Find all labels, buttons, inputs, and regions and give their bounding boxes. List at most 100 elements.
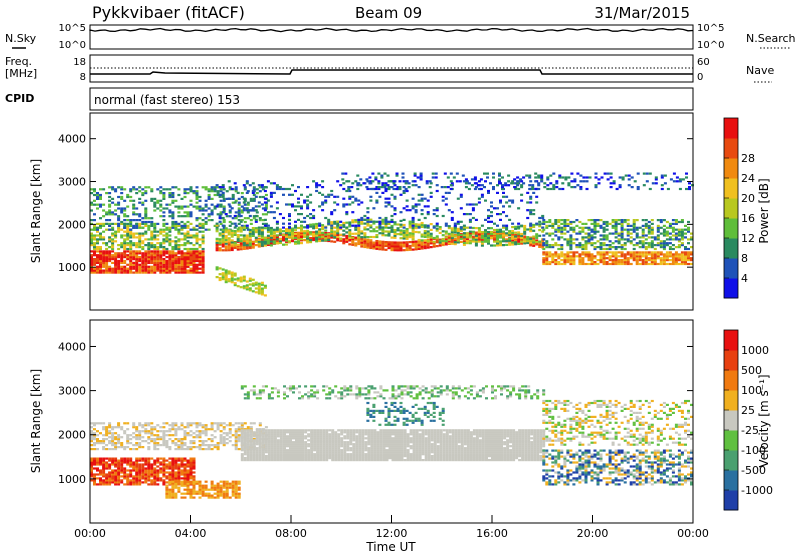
- power-cell: [171, 222, 175, 225]
- power-cell: [462, 228, 466, 231]
- power-cell: [269, 193, 273, 196]
- power-cell: [629, 228, 633, 231]
- power-cell: [653, 251, 657, 254]
- power-cell: [620, 238, 624, 241]
- power-cell: [129, 247, 133, 251]
- power-cell: [120, 252, 124, 255]
- power-cell: [242, 245, 246, 248]
- power-cell: [417, 245, 421, 249]
- power-cell: [215, 245, 219, 248]
- power-cell: [186, 265, 190, 268]
- velocity-cell: [135, 471, 139, 474]
- power-cell: [647, 232, 651, 235]
- power-cell: [614, 226, 618, 229]
- noise-sky-line: [89, 27, 694, 33]
- power-cell: [548, 224, 552, 227]
- power-cell: [384, 220, 388, 223]
- power-cell: [537, 182, 541, 185]
- power-cell: [153, 256, 157, 259]
- power-cell: [218, 234, 222, 237]
- velocity-cell: [114, 438, 118, 441]
- power-cell: [216, 190, 220, 193]
- power-cell: [159, 254, 163, 257]
- velocity-cell: [192, 480, 196, 483]
- power-cell: [659, 240, 663, 243]
- power-cell: [629, 236, 633, 239]
- power-cell: [611, 253, 615, 256]
- power-cell: [174, 256, 178, 259]
- power-cell: [360, 241, 364, 244]
- power-cell: [384, 234, 388, 237]
- power-cell: [605, 228, 609, 231]
- velocity-cell: [99, 483, 102, 486]
- velocity-cell: [126, 428, 130, 431]
- power-cell: [90, 240, 93, 243]
- power-cell: [165, 252, 169, 255]
- power-cell: [659, 232, 663, 235]
- power-cell: [563, 226, 567, 229]
- power-cell: [393, 241, 397, 244]
- power-cell: [505, 195, 509, 198]
- power-cell: [120, 269, 124, 272]
- velocity-cell: [117, 422, 121, 425]
- power-cell: [641, 253, 645, 256]
- velocity-cell: [177, 473, 181, 476]
- power-cell: [147, 261, 151, 264]
- power-cell: [156, 259, 160, 263]
- power-cell: [237, 215, 241, 218]
- power-cell: [233, 182, 237, 185]
- power-cell: [215, 241, 219, 244]
- power-cell: [171, 252, 175, 255]
- power-cell: [260, 226, 264, 229]
- power-cell: [529, 197, 533, 200]
- power-cell: [671, 228, 675, 231]
- velocity-cell: [246, 453, 250, 456]
- power-cell: [230, 229, 234, 232]
- velocity-cell: [183, 457, 187, 460]
- power-cell: [656, 244, 660, 247]
- power-cell: [532, 241, 536, 244]
- velocity-cell: [171, 422, 175, 425]
- velocity-cell: [174, 486, 178, 489]
- power-cell: [138, 252, 142, 255]
- velocity-cell: [237, 440, 241, 443]
- power-cell: [511, 231, 515, 234]
- velocity-cell: [162, 469, 166, 472]
- power-cell: [242, 209, 246, 212]
- power-cell: [532, 191, 536, 194]
- nave-tick-bottom: 0: [697, 72, 703, 83]
- power-cell: [138, 265, 142, 268]
- power-cell: [470, 184, 474, 187]
- power-cell: [93, 252, 96, 255]
- velocity-cell: [243, 429, 247, 432]
- power-cell: [218, 238, 222, 241]
- power-cell: [236, 285, 240, 288]
- velocity-cell: [228, 440, 232, 443]
- power-cell: [330, 232, 334, 235]
- velocity-cell: [165, 430, 169, 433]
- power-cell: [608, 246, 612, 249]
- power-cell: [120, 186, 124, 189]
- power-cell: [254, 220, 258, 223]
- velocity-cell: [150, 463, 154, 466]
- velocity-cell: [147, 463, 151, 466]
- velocity-cell: [213, 430, 217, 433]
- power-cell: [477, 233, 481, 236]
- velocity-cell: [183, 442, 187, 445]
- power-cell: [108, 192, 112, 195]
- power-cell: [548, 219, 552, 222]
- velocity-cell: [201, 440, 205, 443]
- power-cell: [444, 241, 448, 244]
- power-cell: [141, 203, 145, 206]
- power-cell: [348, 197, 352, 200]
- power-cell: [288, 203, 291, 206]
- power-cell: [236, 279, 240, 282]
- power-cell: [210, 190, 214, 193]
- velocity-cell: [99, 459, 102, 462]
- power-cell: [150, 222, 154, 225]
- power-cell: [240, 219, 244, 222]
- power-cell: [429, 246, 433, 249]
- power-cell: [275, 220, 279, 223]
- power-cell: [671, 222, 675, 225]
- power-cell: [387, 247, 391, 250]
